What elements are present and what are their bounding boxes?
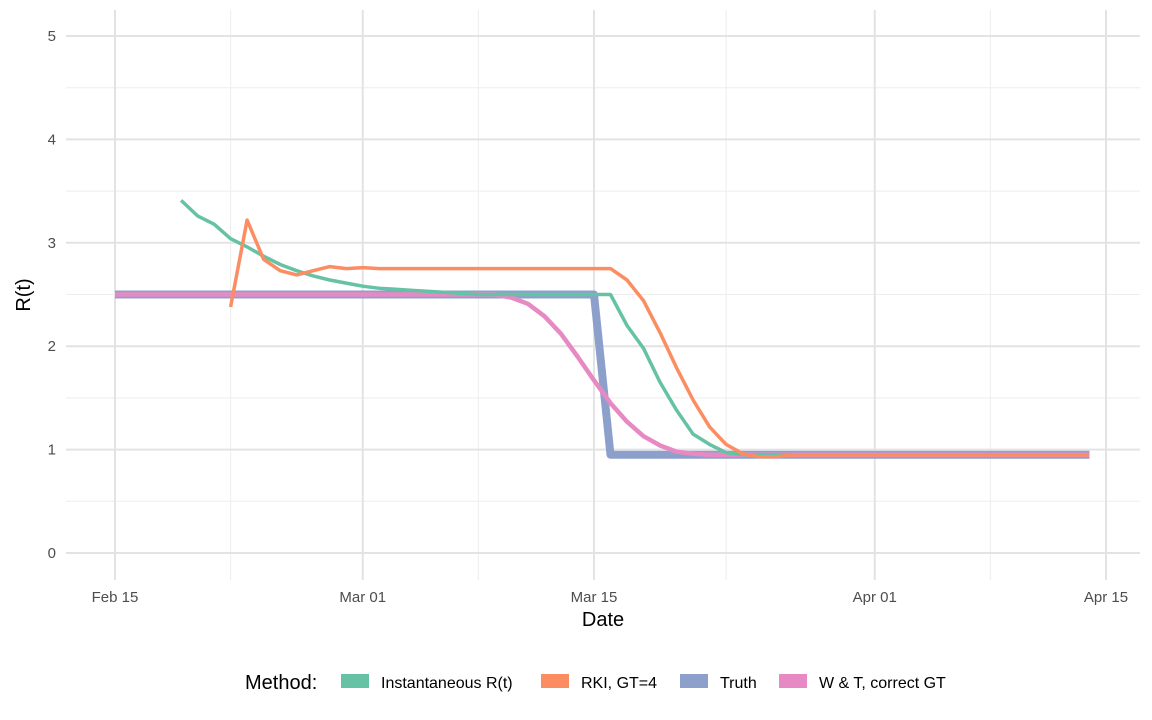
legend-items: Instantaneous R(t) RKI, GT=4 Truth W & T, c… <box>341 674 946 692</box>
legend-label: Instantaneous R(t) <box>381 675 513 692</box>
y-tick-label: 0 <box>48 545 56 562</box>
legend-title: Method: <box>245 672 317 694</box>
y-tick-label: 1 <box>48 442 56 459</box>
x-tick-label: Feb 15 <box>92 589 139 606</box>
y-tick-label: 2 <box>48 338 56 355</box>
legend-item: W & T, correct GT <box>779 674 946 692</box>
x-tick-label: Apr 01 <box>853 589 897 606</box>
legend-label: Truth <box>720 675 757 692</box>
x-tick-label: Mar 01 <box>339 589 386 606</box>
legend: Method: Instantaneous R(t) RKI, GT=4 Truth… <box>245 672 946 694</box>
legend-key <box>341 674 369 688</box>
y-tick-label: 5 <box>48 28 56 45</box>
legend-item: Truth <box>680 674 757 692</box>
legend-item: RKI, GT=4 <box>541 674 657 692</box>
series-line-rki-gt-4 <box>228 218 1090 459</box>
y-axis-ticks: 0 1 2 3 4 5 <box>48 28 56 562</box>
x-axis-title: Date <box>582 609 624 631</box>
series-line-w-t-correct-gt <box>115 292 1090 458</box>
series-line-instantaneous-r-t <box>179 199 1090 457</box>
x-tick-label: Mar 15 <box>571 589 618 606</box>
y-tick-label: 3 <box>48 235 56 252</box>
legend-key <box>779 674 807 688</box>
y-axis-title: R(t) <box>13 278 35 311</box>
y-tick-label: 4 <box>48 131 56 148</box>
series-layer <box>115 199 1090 459</box>
legend-label: W & T, correct GT <box>819 675 946 692</box>
x-tick-label: Apr 15 <box>1084 589 1128 606</box>
legend-key <box>680 674 708 688</box>
legend-label: RKI, GT=4 <box>581 675 657 692</box>
legend-key <box>541 674 569 688</box>
legend-item: Instantaneous R(t) <box>341 674 513 692</box>
x-axis-ticks: Feb 15 Mar 01 Mar 15 Apr 01 Apr 15 <box>92 589 1128 606</box>
series-line-truth <box>115 290 1090 459</box>
